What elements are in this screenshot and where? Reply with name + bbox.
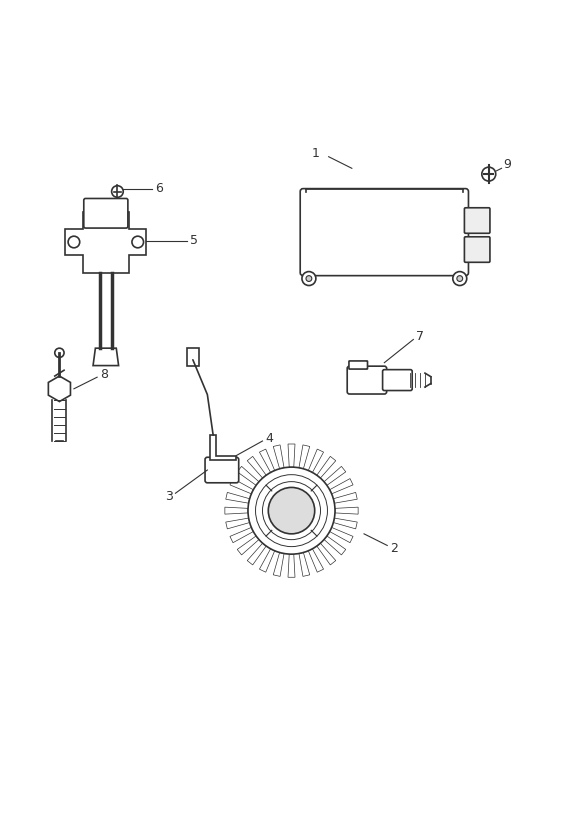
- Circle shape: [248, 467, 335, 555]
- Polygon shape: [237, 466, 259, 485]
- Polygon shape: [226, 518, 250, 529]
- Text: 3: 3: [164, 489, 173, 503]
- Polygon shape: [288, 554, 295, 578]
- Polygon shape: [230, 527, 254, 543]
- Polygon shape: [299, 445, 310, 469]
- Circle shape: [453, 272, 467, 285]
- Polygon shape: [329, 527, 353, 543]
- FancyBboxPatch shape: [465, 208, 490, 233]
- FancyBboxPatch shape: [205, 457, 238, 483]
- FancyBboxPatch shape: [300, 189, 469, 276]
- Polygon shape: [230, 479, 254, 494]
- Polygon shape: [335, 507, 358, 514]
- Text: 8: 8: [100, 368, 108, 381]
- Text: 5: 5: [190, 234, 198, 247]
- Circle shape: [68, 236, 80, 248]
- Polygon shape: [273, 445, 284, 469]
- FancyBboxPatch shape: [84, 199, 128, 228]
- Polygon shape: [65, 212, 146, 273]
- Polygon shape: [237, 536, 259, 555]
- Polygon shape: [187, 349, 199, 366]
- Polygon shape: [259, 449, 275, 472]
- Circle shape: [302, 272, 316, 285]
- Polygon shape: [299, 553, 310, 576]
- Text: 4: 4: [265, 432, 273, 445]
- Polygon shape: [324, 536, 346, 555]
- Polygon shape: [247, 543, 266, 565]
- Circle shape: [132, 236, 143, 248]
- FancyBboxPatch shape: [382, 370, 412, 391]
- Circle shape: [268, 488, 315, 534]
- Polygon shape: [273, 553, 284, 576]
- Polygon shape: [226, 493, 250, 503]
- Polygon shape: [333, 518, 357, 529]
- Text: 2: 2: [390, 542, 398, 555]
- Circle shape: [482, 167, 496, 181]
- Polygon shape: [48, 376, 71, 401]
- Text: 9: 9: [503, 158, 511, 171]
- Circle shape: [55, 349, 64, 358]
- Polygon shape: [259, 549, 275, 572]
- FancyBboxPatch shape: [349, 361, 367, 369]
- FancyBboxPatch shape: [465, 236, 490, 262]
- Polygon shape: [93, 349, 118, 366]
- Polygon shape: [308, 549, 324, 572]
- Polygon shape: [317, 543, 336, 565]
- Circle shape: [306, 276, 312, 282]
- FancyBboxPatch shape: [347, 366, 387, 394]
- Polygon shape: [324, 466, 346, 485]
- Polygon shape: [288, 444, 295, 467]
- Polygon shape: [225, 507, 248, 514]
- Polygon shape: [247, 456, 266, 478]
- Text: 1: 1: [312, 147, 320, 161]
- Polygon shape: [333, 493, 357, 503]
- Text: 6: 6: [155, 182, 163, 195]
- Polygon shape: [210, 435, 236, 460]
- Polygon shape: [329, 479, 353, 494]
- Polygon shape: [317, 456, 336, 478]
- Circle shape: [457, 276, 463, 282]
- Text: 7: 7: [416, 330, 424, 343]
- Circle shape: [111, 185, 123, 197]
- Polygon shape: [308, 449, 324, 472]
